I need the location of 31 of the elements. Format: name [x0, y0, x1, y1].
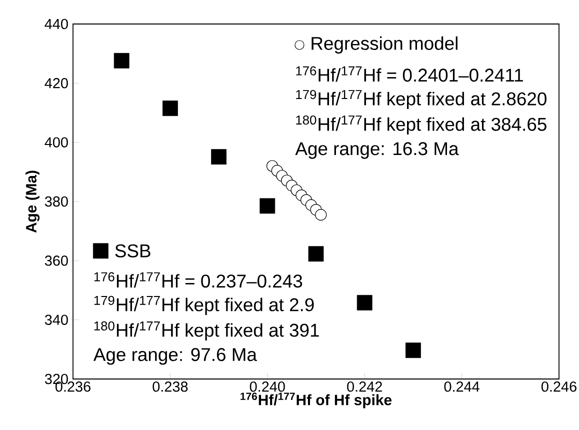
annotation: Age range: 97.6 Ma: [93, 348, 257, 365]
point: [406, 342, 421, 358]
y-tick-label: 340: [44, 314, 68, 325]
annotation: $^{180}$Hf/$^{177}$Hf kept fixed at 384.65: [296, 115, 546, 135]
point: [114, 52, 130, 68]
x-tick-label: 0.238: [152, 382, 188, 392]
annotation: Age range: 16.3 Ma: [295, 142, 459, 159]
point: [356, 294, 372, 310]
point: [260, 198, 276, 214]
text: $^{176}$Hf/$^{177}$Hf of Hf spike: [240, 392, 392, 408]
point: [308, 246, 324, 262]
annotation: $^{179}$Hf/$^{177}$Hf kept fixed at 2.8620: [296, 90, 546, 110]
point: [315, 209, 327, 221]
x-tick-label: 0.242: [347, 382, 382, 392]
x-tick-label: 0.246: [541, 382, 576, 392]
annotation: $^{179}$Hf/$^{177}$Hf kept fixed at 2.9: [94, 296, 314, 315]
x-tick-label: 0.244: [444, 382, 480, 392]
point: [162, 100, 178, 116]
y-tick-label: 360: [44, 256, 68, 266]
y-tick-label: 440: [44, 18, 68, 30]
point: [211, 149, 226, 165]
x-tick-label: 0.240: [250, 382, 285, 392]
legend-label: Regression model: [312, 36, 458, 54]
y-tick-label: 420: [44, 78, 68, 88]
y-tick-label: 400: [44, 137, 68, 148]
annotation: $^{180}$Hf/$^{177}$Hf kept fixed at 391: [94, 321, 319, 340]
legend-label: SSB: [115, 244, 150, 258]
y-tick-label: 380: [44, 196, 68, 207]
annotation: $^{176}$Hf/$^{177}$Hf = 0.237–0.243: [94, 272, 302, 288]
annotation: $^{176}$Hf/$^{177}$Hf = 0.2401–0.2411: [296, 66, 523, 82]
y-axis-title: Age (Ma): [26, 170, 40, 233]
